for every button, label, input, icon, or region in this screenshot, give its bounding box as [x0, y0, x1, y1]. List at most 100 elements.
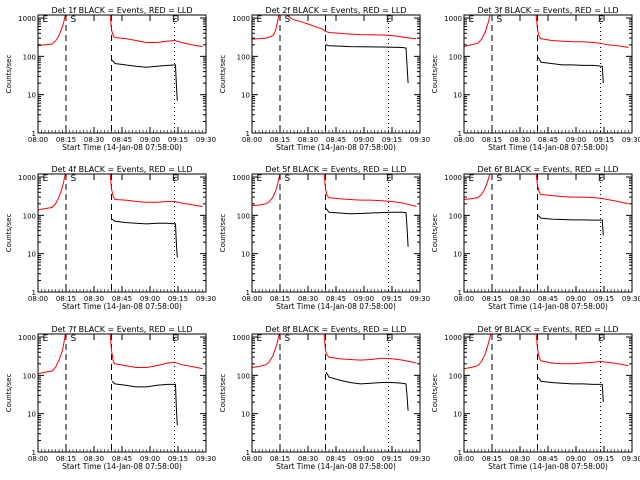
chart-title: Det 8f BLACK = Events, RED = LLD [265, 325, 406, 334]
x-axis-label: Start Time (14-Jan-08 07:58:00) [276, 143, 396, 152]
y-tick-label: 100 [23, 212, 36, 220]
event-marker-label: S [497, 334, 503, 344]
x-tick-label: 09:30 [410, 295, 430, 303]
chart-title: Det 2f BLACK = Events, RED = LLD [265, 6, 406, 15]
y-tick-label: 100 [449, 53, 462, 61]
y-axis-label: Counts/sec [219, 374, 227, 413]
x-tick-label: 09:15 [168, 455, 188, 463]
lld-series-line [252, 15, 417, 40]
event-marker-label: E [257, 334, 263, 344]
y-tick-label: 10 [27, 251, 36, 259]
x-tick-label: 09:00 [354, 136, 374, 144]
x-axis-label: Start Time (14-Jan-08 07:58:00) [62, 143, 182, 152]
x-tick-label: 08:45 [538, 136, 558, 144]
y-tick-label: 1 [458, 130, 462, 138]
chart-panel-9: 1 10 100 1000 08:00 08:15 08:30 08:45 09:00 09:15… [431, 325, 640, 471]
x-tick-label: 09:15 [594, 295, 614, 303]
event-marker-label: E [469, 174, 475, 184]
y-tick-label: 100 [237, 212, 250, 220]
x-tick-label: 09:30 [196, 295, 216, 303]
x-tick-label: 08:15 [482, 136, 502, 144]
x-tick-label: 09:15 [168, 295, 188, 303]
y-tick-label: 10 [241, 92, 250, 100]
x-tick-label: 09:15 [594, 136, 614, 144]
y-axis-label: Counts/sec [431, 214, 439, 253]
y-tick-label: 1000 [18, 174, 36, 182]
x-tick-label: 08:15 [482, 455, 502, 463]
event-marker-label: E [172, 15, 178, 25]
y-tick-label: 1000 [444, 15, 462, 23]
chart-panel-2: 1 10 100 1000 08:00 08:15 08:30 08:45 09:00 09:15… [219, 6, 430, 152]
y-axis-label: Counts/sec [5, 214, 13, 253]
event-marker-label: E [469, 15, 475, 25]
plot-frame [463, 14, 633, 134]
event-marker-label: E [257, 15, 263, 25]
x-tick-label: 08:45 [326, 295, 346, 303]
x-tick-label: 08:30 [298, 136, 318, 144]
chart-title: Det 5f BLACK = Events, RED = LLD [265, 165, 406, 174]
x-tick-label: 08:00 [28, 295, 48, 303]
lld-series-line [464, 334, 629, 370]
event-marker-label: S [71, 15, 77, 25]
lld-series-line [38, 174, 203, 211]
x-tick-label: 08:30 [510, 295, 530, 303]
y-tick-label: 10 [453, 411, 462, 419]
x-tick-label: 08:00 [454, 136, 474, 144]
x-tick-label: 08:15 [482, 295, 502, 303]
y-axis-label: Counts/sec [219, 55, 227, 94]
event-marker-label: E [386, 15, 392, 25]
event-marker-label: S [285, 15, 291, 25]
y-tick-label: 10 [453, 92, 462, 100]
y-axis-label: Counts/sec [431, 55, 439, 94]
y-tick-label: 100 [449, 212, 462, 220]
event-marker-label: E [43, 15, 49, 25]
x-tick-label: 08:45 [112, 455, 132, 463]
events-series-line [111, 380, 178, 426]
x-tick-label: 08:45 [538, 295, 558, 303]
x-tick-label: 08:00 [454, 455, 474, 463]
y-tick-label: 100 [237, 53, 250, 61]
y-tick-label: 10 [241, 251, 250, 259]
events-series-line [325, 208, 409, 247]
event-marker-label: E [172, 334, 178, 344]
chart-panel-8: 1 10 100 1000 08:00 08:15 08:30 08:45 09:00 09:15… [219, 325, 430, 471]
chart-panel-7: 1 10 100 1000 08:00 08:15 08:30 08:45 09:00 09:15… [5, 325, 216, 471]
plot-frame [37, 333, 207, 453]
chart-panel-4: 1 10 100 1000 08:00 08:15 08:30 08:45 09:00 09:15… [5, 165, 216, 311]
x-tick-label: 09:30 [410, 136, 430, 144]
y-tick-label: 100 [23, 53, 36, 61]
chart-title: Det 3f BLACK = Events, RED = LLD [477, 6, 618, 15]
lld-series-line [252, 174, 417, 207]
x-tick-label: 08:45 [112, 136, 132, 144]
plot-frame [251, 173, 421, 293]
x-tick-label: 09:00 [566, 455, 586, 463]
y-tick-label: 1000 [444, 174, 462, 182]
events-series-line [537, 215, 604, 236]
chart-title: Det 4f BLACK = Events, RED = LLD [51, 165, 192, 174]
x-axis-label: Start Time (14-Jan-08 07:58:00) [488, 143, 608, 152]
y-tick-label: 1 [458, 449, 462, 457]
event-marker-label: E [598, 334, 604, 344]
x-tick-label: 08:30 [84, 455, 104, 463]
x-tick-label: 09:30 [622, 295, 640, 303]
y-tick-label: 1000 [232, 174, 250, 182]
y-tick-label: 1 [32, 130, 36, 138]
chart-title: Det 6f BLACK = Events, RED = LLD [477, 165, 618, 174]
event-marker-label: E [172, 174, 178, 184]
plot-frame [463, 173, 633, 293]
lld-series-line [464, 174, 629, 205]
x-tick-label: 09:00 [140, 455, 160, 463]
x-tick-label: 09:00 [566, 136, 586, 144]
x-tick-label: 08:15 [56, 455, 76, 463]
x-tick-label: 09:30 [196, 136, 216, 144]
event-marker-label: E [257, 174, 263, 184]
lld-series-line [38, 334, 203, 375]
y-tick-label: 1 [246, 449, 250, 457]
y-tick-label: 100 [449, 372, 462, 380]
lld-series-line [38, 15, 203, 48]
x-tick-label: 09:15 [382, 295, 402, 303]
x-tick-label: 09:15 [382, 136, 402, 144]
x-tick-label: 08:45 [326, 136, 346, 144]
chart-panel-1: 1 10 100 1000 08:00 08:15 08:30 08:45 09:00 09:15… [5, 6, 216, 152]
